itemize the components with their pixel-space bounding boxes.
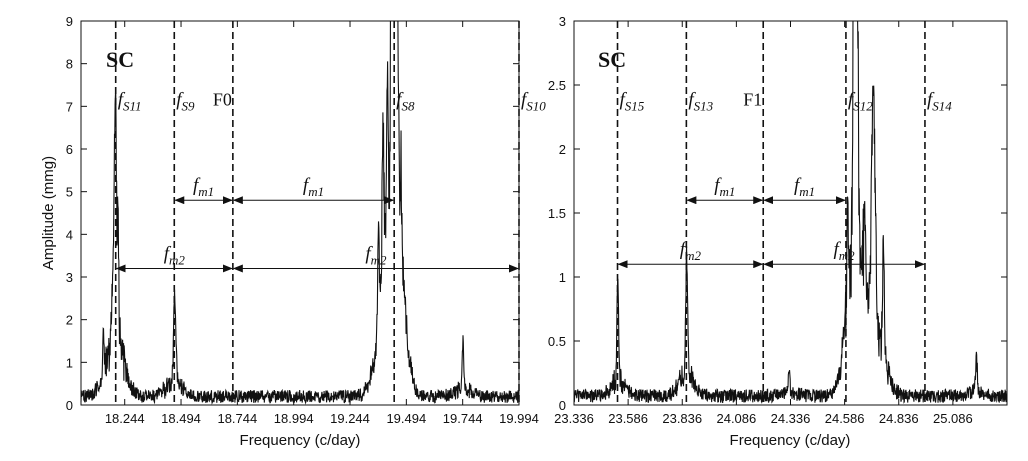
- amplitude-spectrum-line: [80, 20, 520, 405]
- y-tick-label: 3: [559, 14, 566, 29]
- frequency-marker-label: fS15: [620, 89, 645, 113]
- x-tick-label: 18.244: [105, 411, 145, 426]
- x-tick-label: 24.086: [716, 411, 756, 426]
- spacing-arrow-label: fm1: [193, 175, 214, 199]
- right-x-axis-label: Frequency (c/day): [730, 432, 851, 449]
- frequency-marker-label: F0: [213, 89, 232, 109]
- y-tick-label: 1: [559, 270, 566, 285]
- y-tick-label: 0: [66, 398, 73, 413]
- spacing-arrow-label: fm1: [794, 175, 815, 199]
- spacing-arrow-label: fm1: [714, 175, 735, 199]
- spacing-arrow-label: fm2: [833, 239, 855, 263]
- x-tick-label: 24.586: [825, 411, 865, 426]
- y-tick-label: 1.5: [548, 206, 566, 221]
- y-tick-label: 7: [66, 99, 73, 114]
- x-tick-label: 18.994: [274, 411, 314, 426]
- x-tick-label: 24.336: [771, 411, 811, 426]
- x-tick-label: 25.086: [933, 411, 973, 426]
- left-x-axis-label: Frequency (c/day): [240, 432, 361, 449]
- y-tick-label: 5: [66, 185, 73, 200]
- y-tick-label: 0.5: [548, 334, 566, 349]
- left-y-axis-label: Amplitude (mmg): [40, 156, 57, 270]
- right-spacing-arrows: fm1 fm1 fm2 fm2: [617, 175, 925, 269]
- right-panel-label: SC: [598, 47, 626, 72]
- x-tick-label: 24.836: [879, 411, 919, 426]
- spacing-arrow-label: fm1: [303, 175, 324, 199]
- x-tick-label: 19.994: [499, 411, 539, 426]
- frequency-marker-label: fS8: [396, 89, 415, 113]
- y-tick-label: 6: [66, 142, 73, 157]
- right-ticks: 23.336 23.586 23.836 24.086 24.336 24.586 24.8…: [548, 14, 1007, 426]
- frequency-marker-label: fS9: [176, 89, 195, 113]
- y-tick-label: 1: [66, 355, 73, 370]
- frequency-marker-label: F1: [743, 89, 762, 109]
- y-tick-label: 2: [559, 142, 566, 157]
- frequency-marker-label: fS10: [521, 89, 546, 113]
- frequency-marker-label: fS13: [688, 89, 713, 113]
- y-tick-label: 9: [66, 14, 73, 29]
- right-spectrum: [573, 20, 1008, 404]
- y-tick-label: 3: [66, 270, 73, 285]
- spacing-arrow-label: fm2: [164, 243, 186, 267]
- x-tick-label: 19.744: [443, 411, 483, 426]
- frequency-marker-label: fS11: [118, 89, 142, 113]
- x-tick-label: 19.494: [386, 411, 426, 426]
- left-spectrum: [80, 20, 520, 405]
- y-tick-label: 2: [66, 313, 73, 328]
- y-tick-label: 4: [66, 227, 73, 242]
- x-tick-label: 19.244: [330, 411, 370, 426]
- x-tick-label: 18.744: [217, 411, 257, 426]
- right-plot-frame: [573, 20, 1008, 406]
- spacing-arrow-label: fm2: [365, 243, 387, 267]
- left-panel-label: SC: [106, 47, 134, 72]
- y-tick-label: 8: [66, 57, 73, 72]
- x-tick-label: 18.494: [161, 411, 201, 426]
- left-spacing-arrows: fm1 fm1 fm2 fm2: [115, 175, 519, 273]
- x-tick-label: 23.586: [608, 411, 648, 426]
- right-panel: Frequency (c/day) SC 23.336 23.586 23.836 2…: [548, 14, 1008, 449]
- left-plot-frame: [80, 20, 520, 406]
- left-ticks: 18.244 18.494 18.744 18.994 19.244 19.494 19.7…: [66, 14, 539, 426]
- y-tick-label: 0: [559, 398, 566, 413]
- left-panel: Frequency (c/day) Amplitude (mmg) SC 18.…: [40, 14, 546, 449]
- x-tick-label: 23.836: [662, 411, 702, 426]
- frequency-marker-label: fS14: [927, 89, 952, 113]
- amplitude-spectrum-line: [573, 20, 1008, 404]
- spacing-arrow-label: fm2: [680, 239, 702, 263]
- left-frequency-markers: fS11 fS9 F0 fS8 fS10: [114, 21, 546, 405]
- frequency-marker-label: fS12: [848, 89, 873, 113]
- right-frequency-markers: fS15 fS13 F1 fS12 fS14: [616, 21, 952, 405]
- y-tick-label: 2.5: [548, 78, 566, 93]
- x-tick-label: 23.336: [554, 411, 594, 426]
